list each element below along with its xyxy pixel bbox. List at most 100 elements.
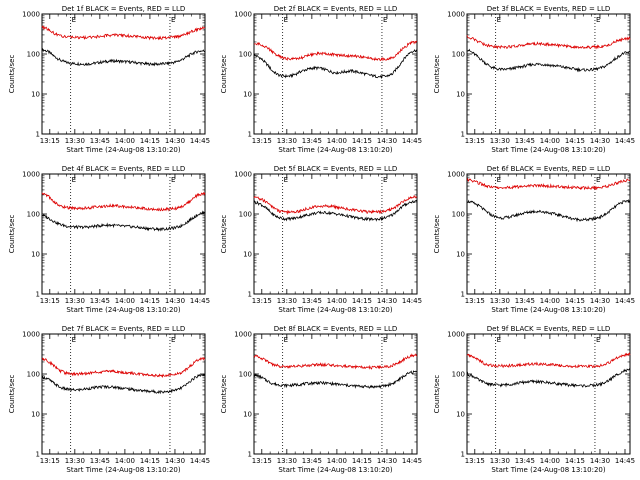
event-marker-label: E — [171, 176, 175, 184]
x-tick-label: 14:45 — [190, 137, 210, 145]
x-tick-label: 14:45 — [402, 137, 422, 145]
event-marker-label: E — [72, 16, 76, 24]
x-tick-label: 14:00 — [115, 297, 135, 305]
series-line-events — [253, 48, 418, 80]
y-axis-label: Counts/sec — [220, 375, 228, 414]
x-tick-label: 13:45 — [515, 457, 535, 465]
y-tick-label: 100 — [239, 371, 252, 379]
x-axis-label: Start Time (24-Aug-08 13:10:20) — [278, 146, 392, 154]
x-axis-label: Start Time (24-Aug-08 13:10:20) — [278, 466, 392, 474]
series-line-events — [41, 48, 206, 67]
x-tick-label: 14:45 — [402, 457, 422, 465]
y-tick-label: 100 — [452, 371, 465, 379]
chart-panel-7: Det 7f BLACK = Events, RED = LLD Counts/s… — [8, 325, 210, 474]
plot-frame — [253, 13, 418, 135]
x-tick-label: 14:00 — [327, 137, 347, 145]
x-tick-label: 13:15 — [465, 137, 485, 145]
x-tick-label: 13:45 — [302, 297, 322, 305]
series-line-lld — [41, 25, 206, 41]
y-axis-label: Counts/sec — [433, 215, 441, 254]
x-tick-label: 14:45 — [190, 457, 210, 465]
x-tick-label: 14:30 — [165, 297, 185, 305]
chart-title: Det 1f BLACK = Events, RED = LLD — [62, 5, 185, 13]
x-axis-label: Start Time (24-Aug-08 13:10:20) — [66, 466, 180, 474]
x-tick-label: 13:15 — [252, 297, 272, 305]
y-tick-label: 10 — [456, 411, 465, 419]
x-tick-label: 14:45 — [615, 137, 635, 145]
x-tick-label: 13:45 — [90, 297, 110, 305]
y-tick-label: 1000 — [234, 331, 252, 339]
y-tick-label: 10 — [456, 91, 465, 99]
chart-title: Det 2f BLACK = Events, RED = LLD — [274, 5, 397, 13]
y-tick-label: 10 — [243, 411, 252, 419]
x-axis-label: Start Time (24-Aug-08 13:10:20) — [491, 466, 605, 474]
chart-title: Det 3f BLACK = Events, RED = LLD — [487, 5, 610, 13]
x-tick-label: 14:15 — [565, 297, 585, 305]
y-tick-label: 100 — [452, 211, 465, 219]
x-tick-label: 14:15 — [140, 297, 160, 305]
x-tick-label: 14:30 — [165, 137, 185, 145]
series-line-lld — [253, 194, 417, 216]
plot-frame — [466, 173, 631, 295]
event-marker-label: E — [171, 336, 175, 344]
event-marker-label: E — [72, 176, 76, 184]
event-marker-label: E — [596, 336, 600, 344]
y-tick-label: 100 — [27, 371, 40, 379]
x-tick-label: 13:30 — [65, 297, 85, 305]
x-tick-label: 13:30 — [277, 457, 297, 465]
event-marker-label: E — [383, 336, 387, 344]
y-tick-label: 1 — [461, 291, 465, 299]
x-tick-label: 14:00 — [540, 297, 560, 305]
y-tick-label: 1 — [36, 131, 40, 139]
x-tick-label: 13:15 — [465, 297, 485, 305]
chart-title: Det 8f BLACK = Events, RED = LLD — [274, 325, 397, 333]
chart-title: Det 7f BLACK = Events, RED = LLD — [62, 325, 185, 333]
y-tick-label: 1000 — [234, 171, 252, 179]
series-line-events — [466, 198, 631, 223]
x-tick-label: 14:30 — [377, 137, 397, 145]
x-tick-label: 14:00 — [327, 297, 347, 305]
x-tick-label: 14:45 — [402, 297, 422, 305]
x-axis-label: Start Time (24-Aug-08 13:10:20) — [66, 306, 180, 314]
series-line-lld — [253, 40, 418, 62]
y-axis-label: Counts/sec — [433, 55, 441, 94]
y-tick-label: 1 — [248, 131, 252, 139]
series-line-events — [466, 368, 631, 388]
chart-title: Det 9f BLACK = Events, RED = LLD — [487, 325, 610, 333]
x-tick-label: 14:00 — [540, 137, 560, 145]
series-line-events — [466, 48, 631, 73]
plot-frame — [41, 173, 206, 295]
event-marker-label: E — [284, 176, 288, 184]
y-axis-label: Counts/sec — [8, 375, 16, 414]
x-tick-label: 13:45 — [90, 137, 110, 145]
y-tick-label: 1000 — [22, 11, 40, 19]
x-tick-label: 14:15 — [352, 137, 372, 145]
y-axis-label: Counts/sec — [433, 375, 441, 414]
x-tick-label: 13:30 — [65, 137, 85, 145]
x-axis-label: Start Time (24-Aug-08 13:10:20) — [278, 306, 392, 314]
event-marker-label: E — [284, 336, 288, 344]
event-marker-label: E — [497, 176, 501, 184]
y-tick-label: 10 — [31, 251, 40, 259]
series-line-events — [253, 199, 418, 222]
series-line-events — [41, 210, 206, 232]
chart-panel-9: Det 9f BLACK = Events, RED = LLD Counts/s… — [433, 325, 635, 474]
chart-panel-5: Det 5f BLACK = Events, RED = LLD Counts/s… — [220, 165, 422, 314]
series-line-lld — [466, 35, 631, 50]
chart-title: Det 4f BLACK = Events, RED = LLD — [62, 165, 185, 173]
x-tick-label: 14:15 — [140, 137, 160, 145]
x-tick-label: 14:15 — [352, 297, 372, 305]
event-marker-label: E — [596, 176, 600, 184]
x-tick-label: 14:30 — [377, 297, 397, 305]
y-tick-label: 100 — [239, 51, 252, 59]
x-tick-label: 14:15 — [352, 457, 372, 465]
x-tick-label: 13:45 — [302, 457, 322, 465]
x-tick-label: 14:45 — [190, 297, 210, 305]
chart-panel-1: Det 1f BLACK = Events, RED = LLD Counts/s… — [8, 5, 210, 154]
y-tick-label: 100 — [27, 211, 40, 219]
x-tick-label: 13:45 — [515, 297, 535, 305]
series-line-lld — [41, 191, 206, 212]
event-marker-label: E — [497, 16, 501, 24]
series-line-lld — [466, 352, 631, 369]
